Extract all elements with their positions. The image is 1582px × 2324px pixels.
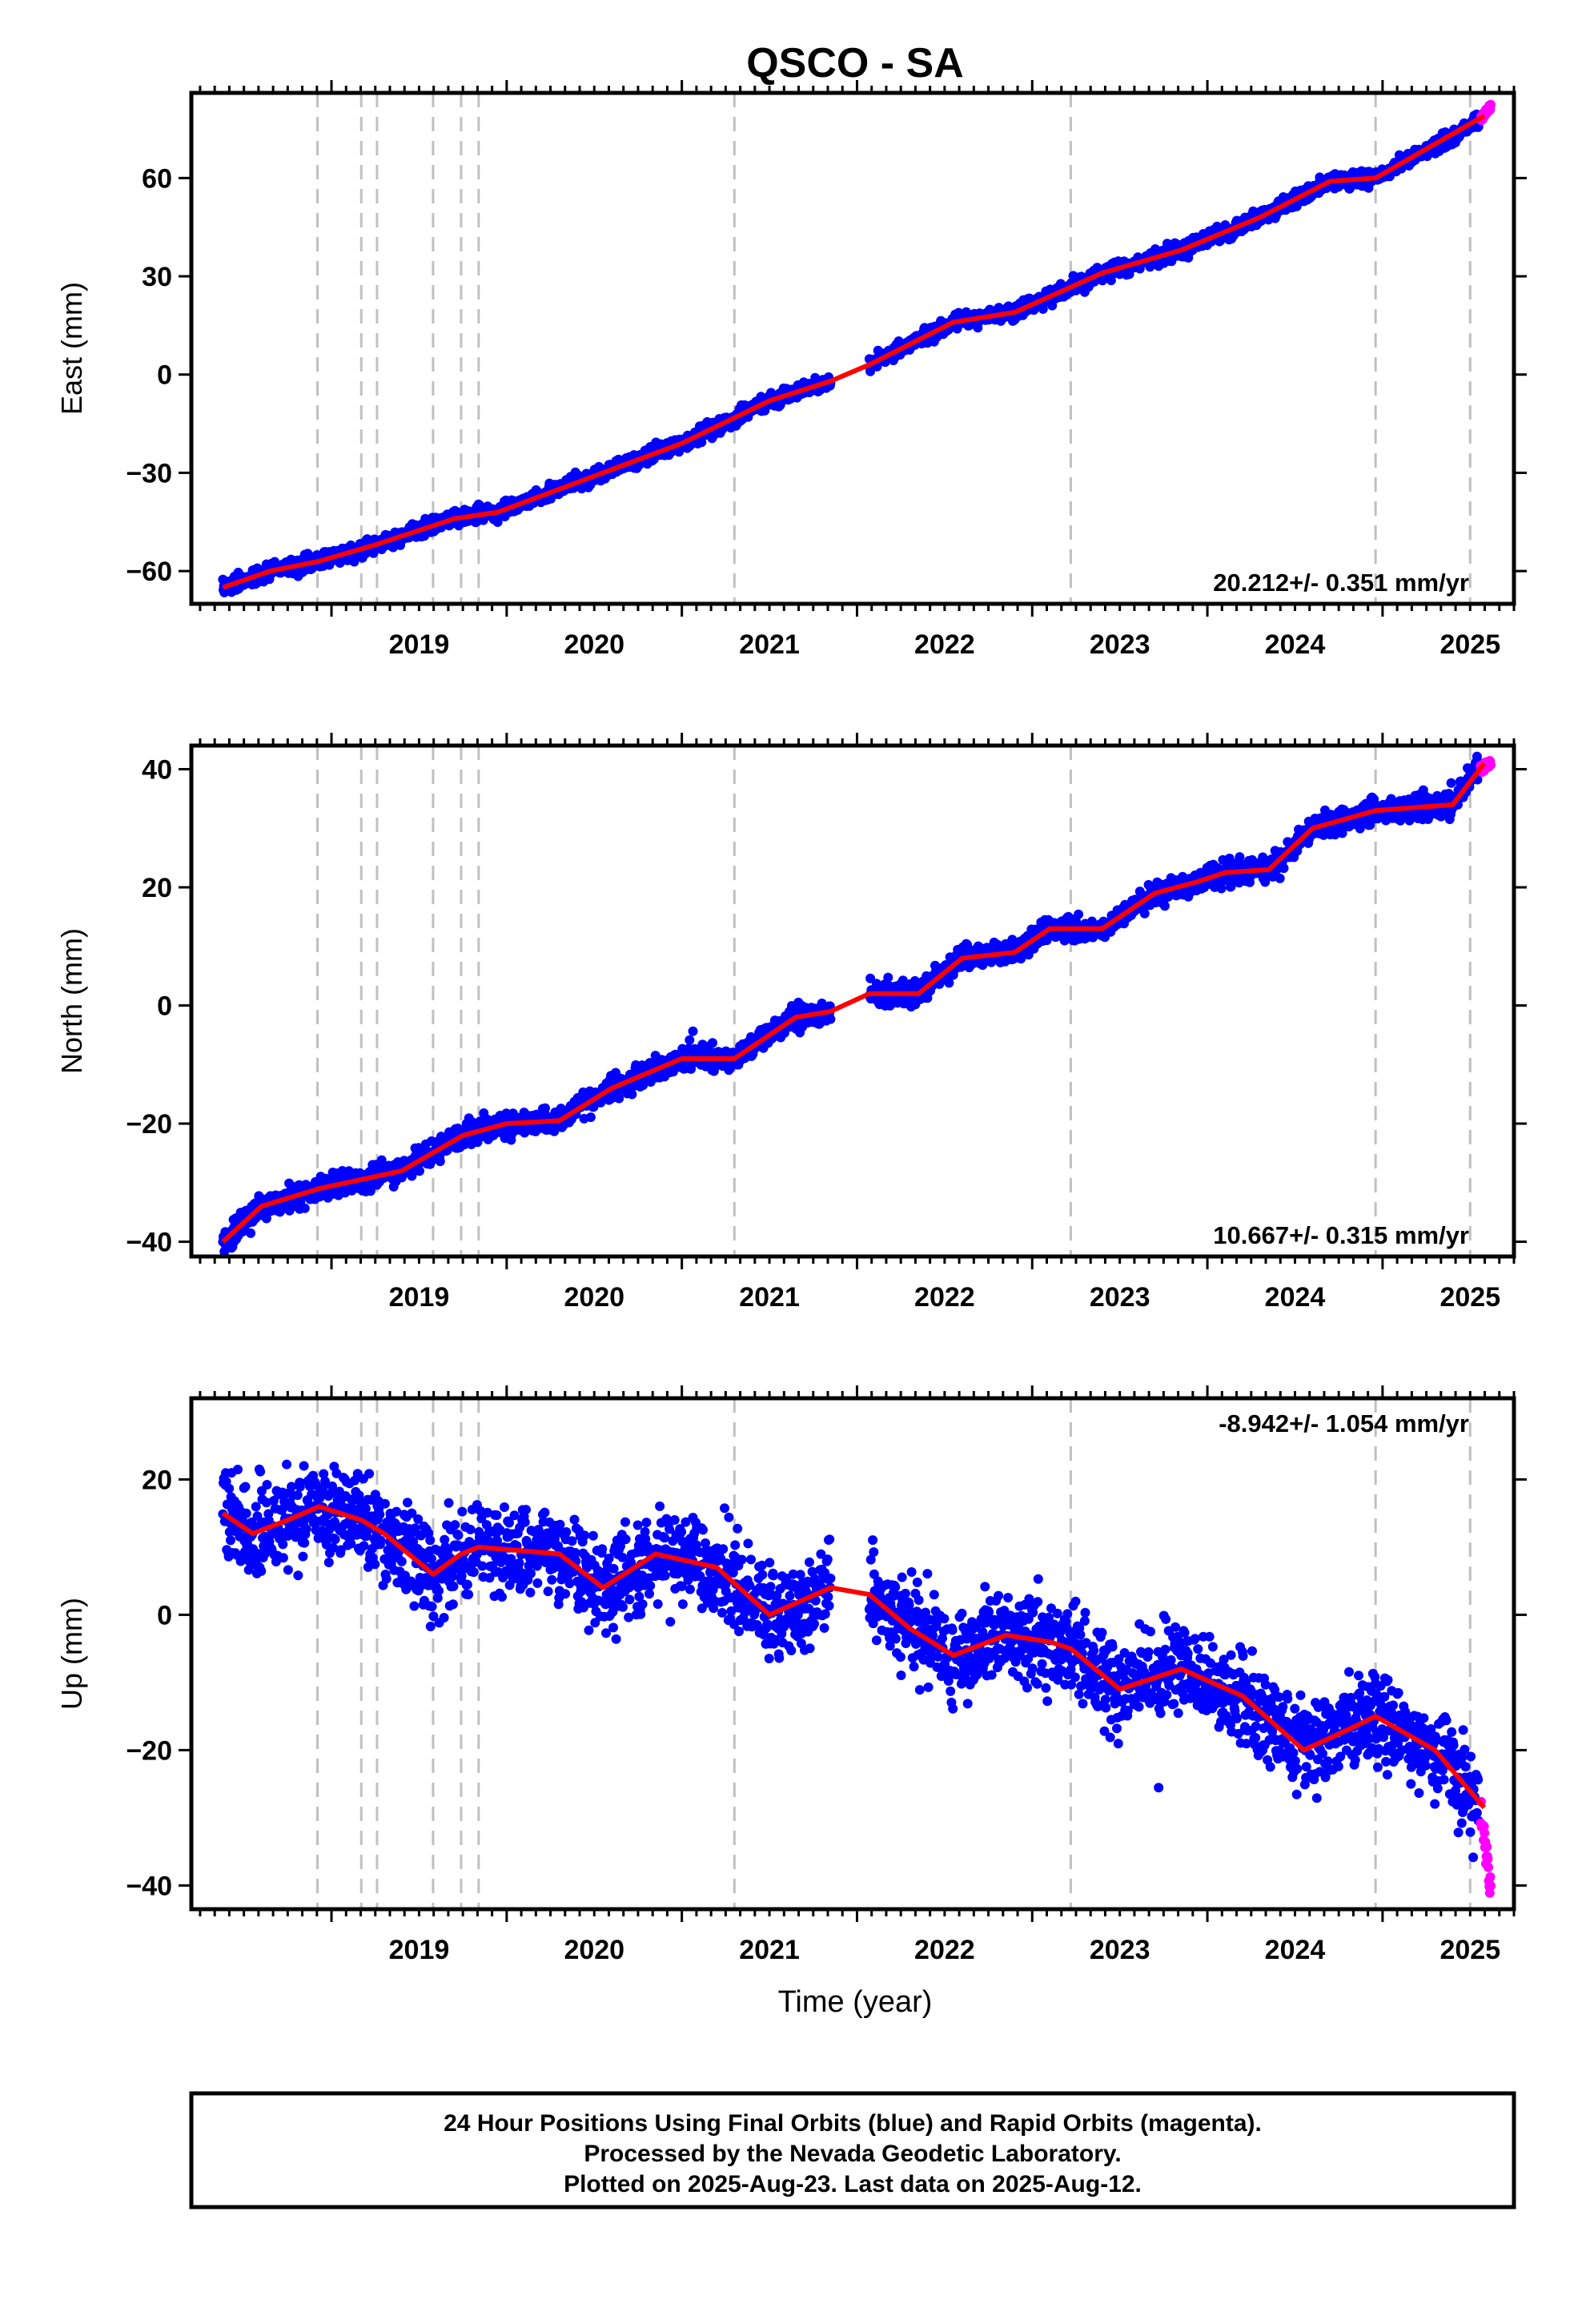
final-orbit-point [688,1026,698,1036]
final-orbit-point [825,1014,836,1024]
y-tick-label: −30 [126,458,172,489]
final-orbit-point [883,972,893,983]
final-orbit-point [1159,901,1170,911]
x-tick-label: 2021 [739,629,800,660]
final-orbit-point [1139,908,1150,919]
final-orbit-point [1279,863,1289,874]
y-axis-label: East (mm) [55,282,88,415]
final-orbit-point [585,1112,596,1123]
velocity-rate-label: 20.212+/- 0.351 mm/yr [1213,569,1469,597]
x-tick-label: 2024 [1265,629,1326,660]
y-tick-label: 30 [142,262,172,292]
y-tick-label: −60 [126,557,172,587]
east-panel: −60 −30 0 30 60 2019 2020 2021 2022 2023 2024 2025 E… [55,80,1527,660]
chart-title: QSCO - SA [746,40,964,86]
final-orbit-point [685,1035,695,1045]
final-orbit-point [614,1093,624,1104]
rapid-orbit-point [1486,99,1496,110]
final-orbit-point [1074,909,1084,919]
x-tick-label: 2020 [564,629,624,660]
x-tick-label: 2025 [1439,629,1500,660]
final-orbit-point [415,1166,424,1176]
x-tick-label: 2019 [389,629,450,660]
y-tick-label: 0 [157,360,172,391]
x-tick-label: 2022 [914,629,975,660]
final-orbit-point [299,1203,310,1213]
x-tick-label: 2023 [1090,629,1150,660]
final-orbit-point [246,1228,256,1238]
final-orbit-point [708,1038,717,1048]
y-tick-label: 60 [142,163,172,194]
final-orbit-point [1275,873,1285,883]
final-orbit-point [435,1156,445,1167]
